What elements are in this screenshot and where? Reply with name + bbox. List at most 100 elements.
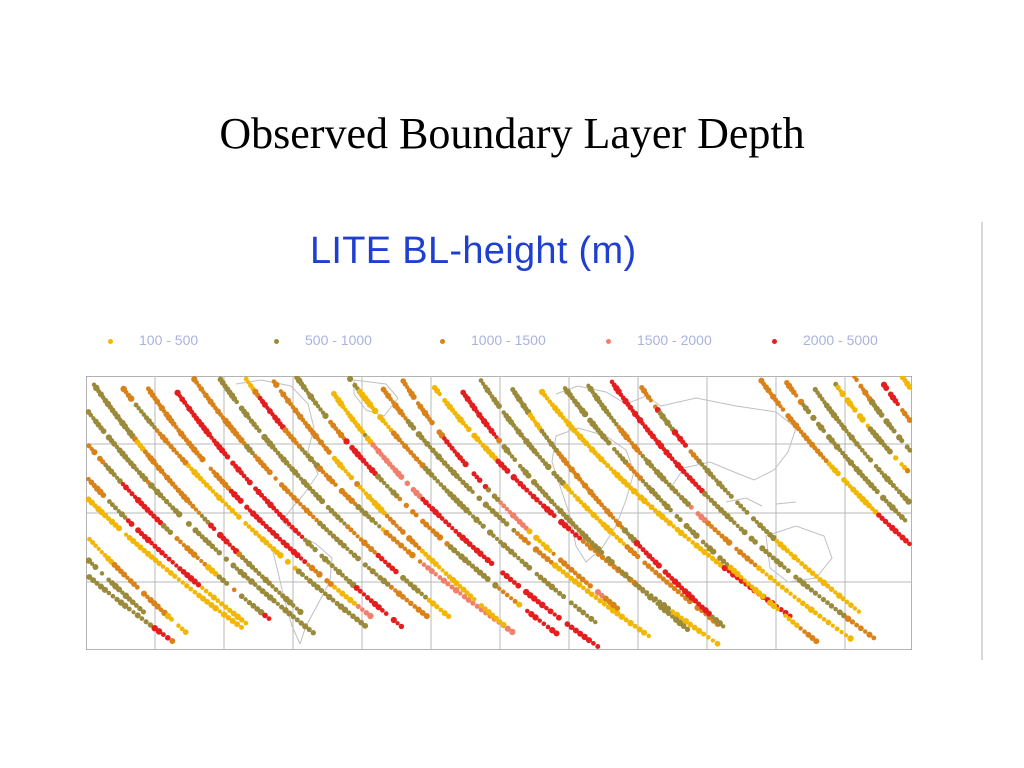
- track-point: [347, 596, 354, 604]
- track-point: [89, 561, 95, 566]
- track-point: [137, 544, 144, 551]
- track-point: [516, 555, 521, 561]
- track-point: [890, 482, 896, 489]
- track-point: [577, 630, 584, 637]
- track-point: [477, 520, 482, 526]
- track-point: [879, 515, 885, 521]
- track-point: [741, 552, 747, 558]
- track-point: [788, 591, 793, 596]
- track-point: [854, 441, 860, 447]
- track-point: [614, 450, 620, 455]
- track-point: [273, 587, 279, 592]
- track-point: [756, 565, 762, 571]
- track-point: [256, 570, 262, 577]
- track-point: [588, 591, 595, 598]
- track-point: [902, 518, 908, 523]
- track-point: [372, 550, 377, 555]
- track-point: [493, 511, 500, 518]
- track-point: [413, 456, 420, 462]
- track-point: [270, 584, 275, 589]
- track-point: [307, 511, 313, 517]
- track-point: [759, 593, 766, 600]
- track-point: [478, 603, 484, 609]
- track-point: [894, 486, 899, 491]
- track-point: [196, 510, 202, 515]
- orbit-track: [380, 386, 651, 639]
- track-point: [583, 580, 589, 586]
- track-point: [566, 486, 572, 492]
- track-point: [294, 617, 300, 623]
- track-point: [361, 539, 368, 546]
- track-point: [496, 437, 503, 444]
- track-point: [305, 539, 312, 547]
- track-point: [655, 494, 661, 501]
- track-point: [326, 560, 331, 565]
- track-point: [585, 536, 592, 543]
- track-point: [186, 463, 191, 469]
- track-point: [359, 607, 365, 612]
- track-point: [663, 517, 669, 523]
- track-point: [866, 631, 873, 638]
- track-point: [534, 451, 540, 457]
- track-point: [610, 601, 617, 609]
- track-point: [500, 621, 507, 628]
- track-point: [311, 514, 316, 520]
- orbit-track: [91, 382, 304, 616]
- track-point: [226, 505, 232, 510]
- track-point: [735, 500, 740, 506]
- track-point: [227, 542, 232, 547]
- track-point: [129, 491, 135, 497]
- track-point: [363, 461, 369, 467]
- coastline-greenland: [353, 379, 399, 417]
- track-point: [609, 415, 614, 420]
- track-point: [461, 593, 468, 600]
- track-point: [229, 617, 236, 625]
- track-point: [903, 537, 909, 544]
- track-point: [159, 549, 165, 556]
- track-point: [383, 421, 388, 426]
- track-point: [125, 575, 130, 580]
- track-point: [200, 585, 205, 591]
- track-point: [131, 610, 136, 615]
- track-point: [140, 609, 146, 615]
- track-point: [684, 626, 691, 632]
- track-point: [802, 629, 807, 634]
- track-point: [148, 554, 155, 560]
- track-point: [744, 555, 751, 562]
- legend-label: 2000 - 5000: [803, 332, 878, 348]
- track-point: [352, 530, 357, 536]
- track-point: [503, 573, 510, 580]
- track-point: [537, 574, 544, 581]
- track-point: [409, 551, 416, 559]
- track-point: [208, 466, 214, 472]
- track-point: [693, 532, 700, 539]
- track-point: [593, 619, 598, 625]
- track-point: [752, 562, 758, 568]
- track-point: [646, 633, 651, 639]
- track-point: [584, 542, 590, 547]
- track-point: [291, 603, 296, 608]
- track-point: [779, 584, 785, 590]
- track-point: [557, 590, 563, 596]
- track-point: [246, 479, 253, 486]
- track-point: [272, 447, 278, 453]
- orbit-track: [833, 381, 911, 474]
- track-point: [174, 450, 179, 456]
- track-point: [515, 531, 520, 536]
- track-point: [302, 450, 308, 456]
- track-point: [350, 613, 356, 620]
- orbit-track: [271, 379, 507, 628]
- track-point: [182, 399, 188, 405]
- track-point: [100, 428, 107, 434]
- track-point: [878, 412, 885, 418]
- track-point: [551, 513, 557, 519]
- track-point: [556, 565, 563, 572]
- track-point: [386, 424, 391, 430]
- track-point: [867, 457, 874, 463]
- track-point: [854, 377, 859, 383]
- track-point: [814, 574, 819, 579]
- track-point: [393, 493, 400, 499]
- track-point: [828, 603, 835, 609]
- track-point: [169, 616, 174, 622]
- track-point: [139, 616, 145, 621]
